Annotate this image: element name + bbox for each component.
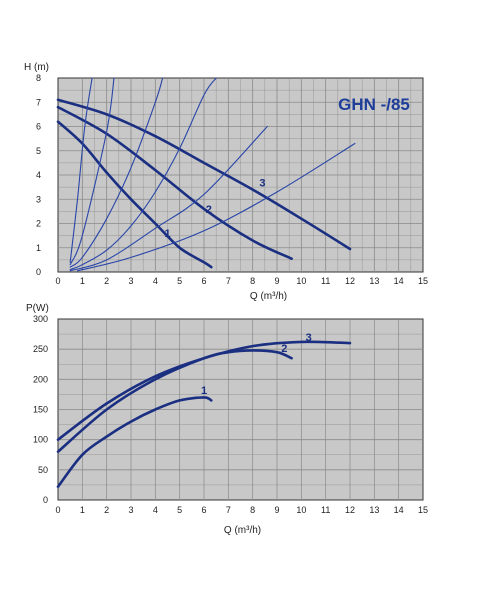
system-curve: [69, 77, 93, 263]
power-y-tick-label: 50: [38, 465, 48, 475]
power-x-tick-label: 8: [250, 505, 255, 515]
head-x-tick-label: 12: [345, 276, 355, 286]
head-x-tick-label: 0: [55, 276, 60, 286]
power-y-tick-label: 100: [33, 435, 48, 445]
power-chart: 0 2 4 6 8 10 12 141 3 5 7 9 11 13 15050100150200250300…: [26, 303, 428, 536]
head-x-tick-label: 14: [394, 276, 404, 286]
system-curve: [69, 77, 217, 271]
head-curve-3: [56, 98, 352, 251]
system-curve: [69, 125, 268, 272]
head-x-tick-label: 15: [418, 276, 428, 286]
power-x-tick-label: 11: [321, 505, 330, 515]
head-x-tick-label: 1: [80, 276, 85, 286]
power-y-tick-label: 250: [33, 344, 48, 354]
power-x-tick-label: 7: [226, 505, 231, 515]
head-x-axis-title: Q (m³/h): [250, 291, 287, 302]
head-y-tick-label: 4: [36, 170, 41, 180]
head-y-tick-label: 1: [36, 243, 41, 253]
head-y-tick-label: 7: [36, 97, 41, 107]
power-y-tick-label: 150: [33, 405, 48, 415]
power-curve-1: [56, 396, 213, 488]
power-x-tick-label: 1: [80, 505, 85, 515]
head-x-tick-label: 6: [201, 276, 206, 286]
power-x-tick-label: 0: [55, 505, 60, 515]
head-x-tick-label: 3: [128, 276, 133, 286]
power-y-axis-title: P(W): [26, 303, 49, 314]
head-x-tick-label: 2: [104, 276, 109, 286]
power-x-tick-label: 6: [201, 505, 206, 515]
head-curve-2: [56, 105, 293, 260]
power-x-axis-title: Q (m³/h): [224, 525, 261, 536]
head-x-tick-label: 4: [153, 276, 158, 286]
power-x-tick-label: 3: [128, 505, 133, 515]
chart-title: GHN -/85: [338, 95, 410, 114]
power-x-tick-label: 4: [153, 505, 158, 515]
head-x-tick-label: 13: [369, 276, 379, 286]
head-y-tick-label: 5: [36, 146, 41, 156]
power-curve-label: 3: [306, 332, 312, 344]
power-y-tick-label: 200: [33, 374, 48, 384]
power-curve-label: 2: [281, 343, 287, 355]
power-x-tick-label: 12: [345, 505, 355, 515]
head-curve-1: [56, 120, 213, 269]
power-curve-label: 1: [201, 385, 207, 397]
head-x-tick-label: 10: [296, 276, 306, 286]
head-y-tick-label: 8: [36, 73, 41, 83]
power-x-tick-label: 10: [296, 505, 306, 515]
power-x-tick-label: 5: [177, 505, 182, 515]
power-y-tick-label: 0: [43, 495, 48, 505]
head-curve-label: 3: [259, 177, 265, 189]
system-curve: [69, 77, 115, 266]
power-x-tick-label: 15: [418, 505, 428, 515]
power-x-tick-label: 2: [104, 505, 109, 515]
system-curve: [76, 142, 356, 272]
head-y-tick-label: 3: [36, 194, 41, 204]
power-x-tick-label: 9: [274, 505, 279, 515]
head-x-tick-label: 5: [177, 276, 182, 286]
head-curve-label: 1: [164, 228, 170, 240]
system-curve: [69, 77, 164, 268]
head-y-tick-label: 0: [36, 267, 41, 277]
head-y-axis-title: H (m): [24, 62, 49, 73]
power-curve-3: [56, 340, 352, 441]
head-x-tick-label: 7: [226, 276, 231, 286]
head-y-tick-label: 6: [36, 122, 41, 132]
head-x-tick-label: 9: [274, 276, 279, 286]
power-y-tick-label: 300: [33, 314, 48, 324]
head-x-tick-label: 8: [250, 276, 255, 286]
head-curve-label: 2: [206, 204, 212, 216]
power-x-tick-label: 14: [394, 505, 404, 515]
power-x-tick-label: 13: [369, 505, 379, 515]
head-y-tick-label: 2: [36, 219, 41, 229]
head-x-tick-label: 11: [321, 276, 330, 286]
